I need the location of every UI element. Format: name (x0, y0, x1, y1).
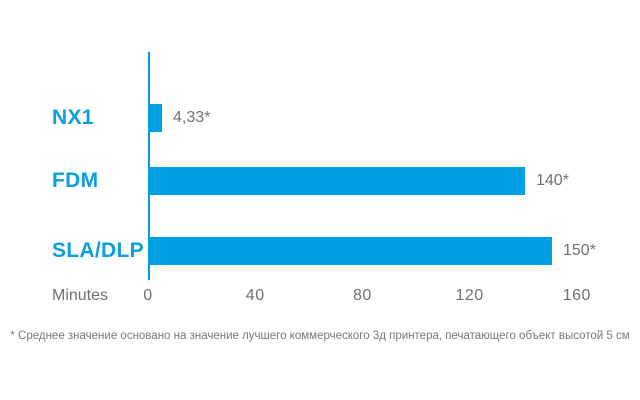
x-tick-160: 160 (562, 287, 591, 304)
category-label-sla-dlp: SLA/DLP (52, 239, 144, 262)
bar-nx1 (150, 103, 162, 132)
y-axis-line (148, 52, 150, 280)
x-tick-80: 80 (352, 287, 372, 304)
x-tick-40: 40 (245, 287, 265, 304)
x-axis-title: Minutes (52, 287, 109, 304)
category-label-nx1: NX1 (52, 105, 94, 129)
x-tick-0: 0 (143, 287, 153, 304)
footnote: * Среднее значение основано на значение … (10, 330, 630, 342)
value-label-fdm: 140* (536, 172, 569, 189)
bar-sla-dlp (150, 237, 552, 265)
value-label-sla-dlp: 150* (563, 242, 596, 259)
value-label-nx1: 4,33* (173, 108, 211, 126)
x-tick-120: 120 (455, 287, 484, 304)
bar-fdm (150, 167, 525, 195)
category-label-fdm: FDM (52, 169, 99, 192)
